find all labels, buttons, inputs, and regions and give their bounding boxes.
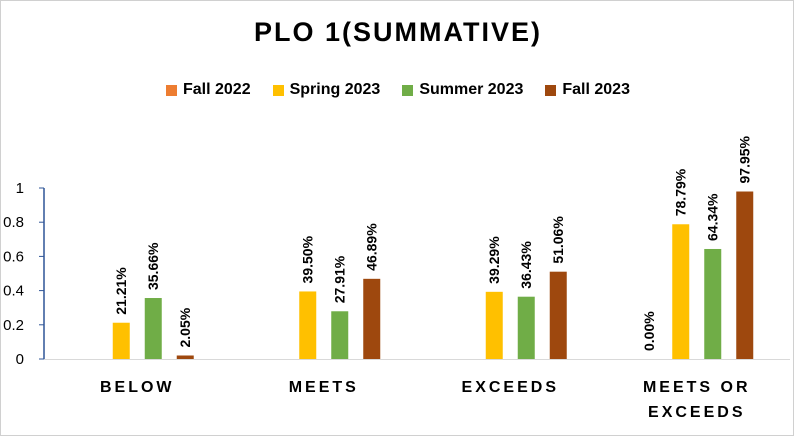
bar — [549, 271, 567, 359]
legend-swatch-spring-2023 — [272, 84, 284, 96]
data-label: 46.89% — [364, 223, 380, 271]
legend-label-spring-2023: Spring 2023 — [289, 81, 381, 98]
y-tick-label: 0.6 — [3, 248, 24, 265]
data-label: 51.06% — [550, 216, 566, 264]
legend-item-summer-2023: Summer 2023 — [402, 81, 523, 99]
data-label: 21.21% — [113, 267, 129, 315]
y-tick-label: 0.2 — [3, 317, 24, 334]
bar — [363, 278, 381, 359]
legend-label-summer-2023: Summer 2023 — [419, 81, 524, 98]
data-label: 39.29% — [486, 236, 502, 284]
category-label: EXCEEDS — [462, 379, 559, 396]
bar — [331, 311, 349, 359]
bar — [736, 191, 754, 359]
bar — [176, 355, 194, 359]
y-tick-label: 0.4 — [3, 283, 24, 300]
bar — [485, 291, 503, 359]
category-label: MEETS — [289, 379, 359, 396]
data-label: 39.50% — [300, 235, 316, 283]
category-label: EXCEEDS — [648, 404, 745, 421]
y-tick-label: 0.8 — [3, 214, 24, 231]
data-label: 2.05% — [177, 307, 193, 347]
category-label: MEETS OR — [643, 379, 751, 396]
legend: Fall 2022 Spring 2023 Summer 2023 Fall 2… — [1, 81, 794, 99]
bar — [672, 224, 690, 359]
y-tick-label: 1 — [16, 180, 24, 197]
data-label: 35.66% — [145, 242, 161, 290]
data-label: 64.34% — [705, 193, 721, 241]
bar — [704, 248, 722, 359]
legend-swatch-fall-2022 — [166, 84, 177, 96]
legend-label-fall-2022: Fall 2022 — [183, 81, 251, 98]
bar — [299, 291, 317, 359]
legend-item-fall-2023: Fall 2023 — [545, 81, 630, 99]
bar — [112, 322, 130, 359]
legend-swatch-summer-2023 — [402, 84, 414, 96]
legend-swatch-fall-2023 — [545, 84, 557, 96]
data-label: 97.95% — [737, 135, 753, 183]
legend-item-spring-2023: Spring 2023 — [272, 81, 381, 99]
bar — [144, 298, 162, 359]
data-label: 0.00% — [641, 311, 657, 351]
bar — [517, 296, 535, 359]
legend-item-fall-2022: Fall 2022 — [166, 81, 251, 99]
data-label: 27.91% — [332, 255, 348, 303]
data-label: 36.43% — [518, 241, 534, 289]
legend-label-fall-2023: Fall 2023 — [562, 81, 630, 98]
chart-title: PLO 1(SUMMATIVE) — [254, 17, 542, 47]
data-label: 78.79% — [673, 168, 689, 216]
y-tick-label: 0 — [16, 351, 24, 368]
category-label: BELOW — [100, 379, 175, 396]
